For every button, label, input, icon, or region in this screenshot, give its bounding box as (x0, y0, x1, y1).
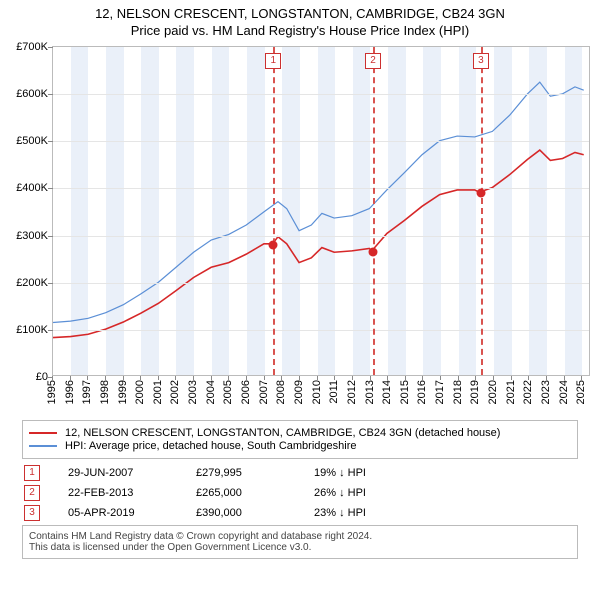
x-tick-label: 1997 (81, 380, 93, 404)
x-tick-label: 2008 (275, 380, 287, 404)
y-tick (48, 188, 53, 189)
series-property (53, 150, 584, 337)
legend-swatch (29, 445, 57, 447)
sale-price: £390,000 (196, 507, 286, 519)
sale-dot (476, 189, 485, 198)
x-tick-label: 2013 (364, 380, 376, 404)
y-gridline (53, 283, 589, 284)
sale-price: £279,995 (196, 467, 286, 479)
y-tick-label: £100K (3, 324, 48, 336)
y-tick-label: £0 (3, 371, 48, 383)
x-tick-label: 2019 (469, 380, 481, 404)
sale-diff: 23% ↓ HPI (314, 507, 404, 519)
sale-vline (373, 47, 375, 375)
x-tick-label: 2023 (540, 380, 552, 404)
chart-container: 12, NELSON CRESCENT, LONGSTANTON, CAMBRI… (0, 6, 600, 559)
x-tick-label: 1998 (99, 380, 111, 404)
legend: 12, NELSON CRESCENT, LONGSTANTON, CAMBRI… (22, 420, 578, 459)
x-tick-label: 2017 (434, 380, 446, 404)
sale-vline (273, 47, 275, 375)
footer: Contains HM Land Registry data © Crown c… (22, 525, 578, 559)
sale-dot (269, 241, 278, 250)
chart-lines-svg (53, 47, 589, 375)
x-tick-label: 2006 (240, 380, 252, 404)
y-gridline (53, 188, 589, 189)
sale-number-box: 2 (24, 485, 40, 501)
x-tick-label: 2004 (205, 380, 217, 404)
y-tick (48, 330, 53, 331)
x-tick-label: 2012 (346, 380, 358, 404)
y-gridline (53, 94, 589, 95)
sale-number-box: 3 (24, 505, 40, 521)
x-tick-label: 2001 (152, 380, 164, 404)
x-tick-label: 2016 (416, 380, 428, 404)
y-tick (48, 94, 53, 95)
x-tick-label: 2005 (222, 380, 234, 404)
chart-title: 12, NELSON CRESCENT, LONGSTANTON, CAMBRI… (0, 6, 600, 21)
y-gridline (53, 330, 589, 331)
x-tick-label: 2010 (311, 380, 323, 404)
x-tick-label: 2009 (293, 380, 305, 404)
x-tick-label: 2022 (522, 380, 534, 404)
series-hpi (53, 82, 584, 322)
x-tick-label: 2003 (187, 380, 199, 404)
y-tick (48, 283, 53, 284)
legend-item-hpi: HPI: Average price, detached house, Sout… (29, 440, 571, 452)
sale-date: 05-APR-2019 (68, 507, 168, 519)
y-tick-label: £400K (3, 182, 48, 194)
y-tick (48, 47, 53, 48)
x-tick-label: 2024 (558, 380, 570, 404)
legend-label: HPI: Average price, detached house, Sout… (65, 440, 356, 452)
x-axis-labels: 1995199619971998199920002001200220032004… (52, 376, 590, 414)
sale-marker-box: 2 (365, 53, 381, 69)
sale-diff: 19% ↓ HPI (314, 467, 404, 479)
x-tick-label: 1996 (64, 380, 76, 404)
x-tick-label: 2021 (505, 380, 517, 404)
sale-price: £265,000 (196, 487, 286, 499)
sale-diff: 26% ↓ HPI (314, 487, 404, 499)
legend-item-property: 12, NELSON CRESCENT, LONGSTANTON, CAMBRI… (29, 427, 571, 439)
y-tick-label: £500K (3, 135, 48, 147)
x-tick-label: 2002 (169, 380, 181, 404)
y-tick-label: £700K (3, 41, 48, 53)
x-tick-label: 2011 (328, 380, 340, 404)
y-tick (48, 236, 53, 237)
x-tick-label: 1995 (46, 380, 58, 404)
sale-marker-box: 3 (473, 53, 489, 69)
x-tick-label: 2020 (487, 380, 499, 404)
x-tick-label: 2025 (575, 380, 587, 404)
sale-number-box: 1 (24, 465, 40, 481)
footer-line: Contains HM Land Registry data © Crown c… (29, 531, 571, 542)
x-tick-label: 2015 (399, 380, 411, 404)
sales-table: 1 29-JUN-2007 £279,995 19% ↓ HPI 2 22-FE… (22, 465, 578, 521)
sale-dot (368, 248, 377, 257)
x-tick-label: 2014 (381, 380, 393, 404)
plot-area: £0£100K£200K£300K£400K£500K£600K£700K123 (52, 46, 590, 376)
sale-date: 29-JUN-2007 (68, 467, 168, 479)
sale-row: 2 22-FEB-2013 £265,000 26% ↓ HPI (22, 485, 578, 501)
legend-label: 12, NELSON CRESCENT, LONGSTANTON, CAMBRI… (65, 427, 500, 439)
y-tick-label: £200K (3, 277, 48, 289)
chart-subtitle: Price paid vs. HM Land Registry's House … (0, 23, 600, 38)
x-tick-label: 1999 (117, 380, 129, 404)
sale-vline (481, 47, 483, 375)
y-tick-label: £300K (3, 230, 48, 242)
y-tick-label: £600K (3, 88, 48, 100)
y-tick (48, 141, 53, 142)
y-gridline (53, 141, 589, 142)
x-tick-label: 2000 (134, 380, 146, 404)
sale-row: 3 05-APR-2019 £390,000 23% ↓ HPI (22, 505, 578, 521)
x-tick-label: 2007 (258, 380, 270, 404)
legend-swatch (29, 432, 57, 434)
sale-date: 22-FEB-2013 (68, 487, 168, 499)
sale-row: 1 29-JUN-2007 £279,995 19% ↓ HPI (22, 465, 578, 481)
footer-line: This data is licensed under the Open Gov… (29, 542, 571, 553)
y-gridline (53, 236, 589, 237)
x-tick-label: 2018 (452, 380, 464, 404)
sale-marker-box: 1 (265, 53, 281, 69)
